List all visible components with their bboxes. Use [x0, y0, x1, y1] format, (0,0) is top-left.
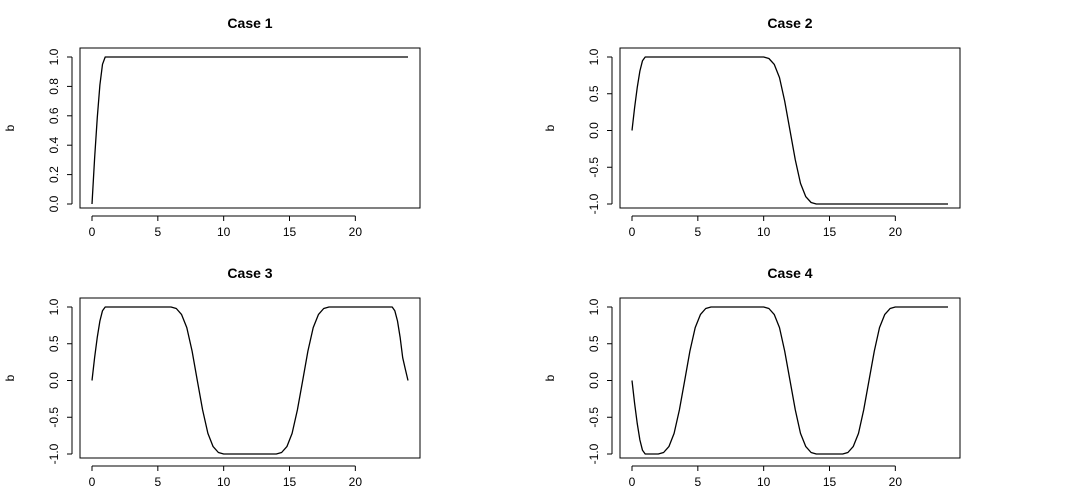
y-tick-label: -1.0 — [587, 193, 601, 214]
x-tick-label: 10 — [757, 225, 771, 239]
x-tick-label: 20 — [889, 225, 903, 239]
panel-case-2: Case 2 b 0 5 10 15 20 -1.0 -0.5 0.0 0.5 1.0 — [543, 15, 961, 239]
series-line — [631, 56, 948, 205]
x-tick-label: 5 — [154, 475, 161, 489]
y-axis-label: b — [543, 124, 557, 131]
panel-title: Case 3 — [227, 265, 272, 281]
series-line — [631, 306, 948, 455]
x-tick-label: 15 — [823, 475, 837, 489]
panel-case-3: Case 3 b 0 5 10 15 20 -1.0 -0.5 0.0 0.5 1.0 — [3, 265, 421, 489]
x-tick-label: 10 — [757, 475, 771, 489]
series-line — [91, 56, 408, 205]
plot-frame — [79, 297, 421, 459]
y-tick-label: -1.0 — [47, 443, 61, 464]
plot-frame — [619, 47, 961, 209]
panel-title: Case 1 — [227, 15, 272, 31]
y-tick-label: 1.0 — [47, 48, 61, 65]
y-axis-label: b — [543, 374, 557, 381]
y-tick-label: -0.5 — [47, 407, 61, 428]
y-tick-label: 1.0 — [47, 298, 61, 315]
x-tick-label: 15 — [823, 225, 837, 239]
y-tick-label: 0.4 — [47, 137, 61, 154]
panel-title: Case 2 — [767, 15, 812, 31]
plot-frame — [79, 47, 421, 209]
y-tick-label: -1.0 — [587, 443, 601, 464]
x-tick-label: 5 — [694, 475, 701, 489]
y-tick-label: 0.5 — [587, 85, 601, 102]
x-tick-label: 0 — [629, 475, 636, 489]
x-tick-label: 20 — [349, 475, 363, 489]
x-tick-label: 5 — [154, 225, 161, 239]
y-tick-label: 0.0 — [47, 372, 61, 389]
y-axis-label: b — [3, 374, 17, 381]
y-tick-label: 0.0 — [587, 122, 601, 139]
x-tick-label: 0 — [89, 225, 96, 239]
y-tick-label: 0.5 — [587, 335, 601, 352]
y-tick-label: 0.0 — [47, 195, 61, 212]
x-tick-label: 10 — [217, 475, 231, 489]
y-tick-label: 1.0 — [587, 298, 601, 315]
y-tick-label: 1.0 — [587, 48, 601, 65]
y-tick-label: 0.2 — [47, 166, 61, 183]
y-axis-label: b — [3, 124, 17, 131]
x-tick-label: 15 — [283, 475, 297, 489]
panel-case-1: Case 1 b 0 5 10 15 20 0.0 0.2 0.4 0.6 0.8 1.0 — [3, 15, 421, 239]
panel-case-4: Case 4 b 0 5 10 15 20 -1.0 -0.5 0.0 0.5 1.0 — [543, 265, 961, 489]
x-tick-label: 10 — [217, 225, 231, 239]
x-tick-label: 20 — [349, 225, 363, 239]
y-tick-label: 0.6 — [47, 107, 61, 124]
panel-title: Case 4 — [767, 265, 812, 281]
y-tick-label: -0.5 — [587, 407, 601, 428]
x-tick-label: 0 — [89, 475, 96, 489]
y-tick-label: 0.8 — [47, 78, 61, 95]
x-tick-label: 15 — [283, 225, 297, 239]
y-tick-label: 0.5 — [47, 335, 61, 352]
plot-frame — [619, 297, 961, 459]
x-tick-label: 20 — [889, 475, 903, 489]
series-line — [91, 306, 409, 455]
x-tick-label: 0 — [629, 225, 636, 239]
y-tick-label: 0.0 — [587, 372, 601, 389]
x-tick-label: 5 — [694, 225, 701, 239]
y-tick-label: -0.5 — [587, 157, 601, 178]
